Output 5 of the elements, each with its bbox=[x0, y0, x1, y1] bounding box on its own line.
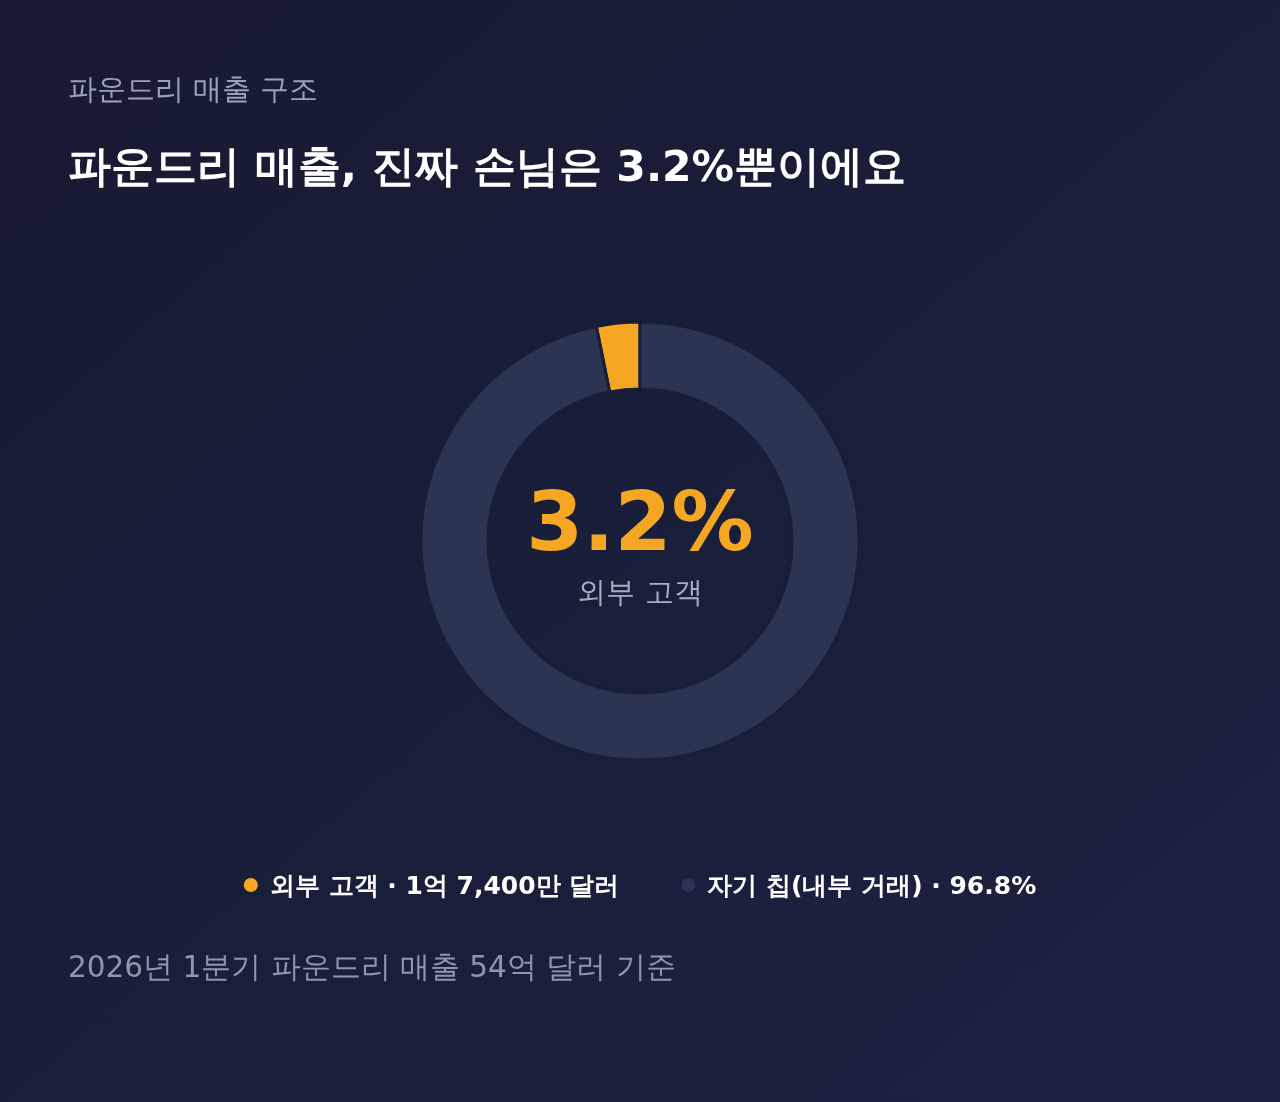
title: 파운드리 매출, 진짜 손님은 3.2%뿐이에요 bbox=[68, 142, 907, 191]
annotation: 외부 고객 bbox=[577, 576, 703, 609]
annotation: 2026년 1분기 파운드리 매출 54억 달러 기준 bbox=[68, 950, 676, 984]
center-value: 3.2% bbox=[526, 474, 754, 569]
subtitle: 파운드리 매출 구조 bbox=[68, 73, 319, 106]
